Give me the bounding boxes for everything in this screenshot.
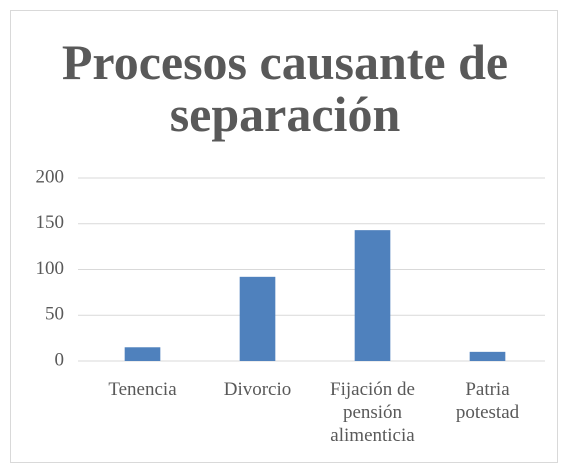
bar bbox=[124, 347, 161, 361]
y-tick-label: 150 bbox=[36, 212, 65, 233]
x-tick-label: Patria potestad bbox=[455, 379, 520, 423]
y-tick-label: 200 bbox=[36, 166, 65, 187]
bar bbox=[469, 351, 506, 361]
bar bbox=[354, 230, 391, 361]
y-tick-label: 100 bbox=[36, 258, 65, 279]
y-tick-label: 50 bbox=[45, 304, 64, 325]
chart-title: Procesos causante de separación bbox=[61, 34, 509, 142]
x-tick-label: Tenencia bbox=[108, 379, 177, 400]
chart-border bbox=[10, 10, 558, 463]
y-tick-label: 0 bbox=[55, 349, 65, 370]
x-tick-label: Divorcio bbox=[223, 379, 292, 400]
bar bbox=[239, 276, 276, 361]
x-tick-label: Fijación de pensión alimenticia bbox=[330, 379, 415, 446]
